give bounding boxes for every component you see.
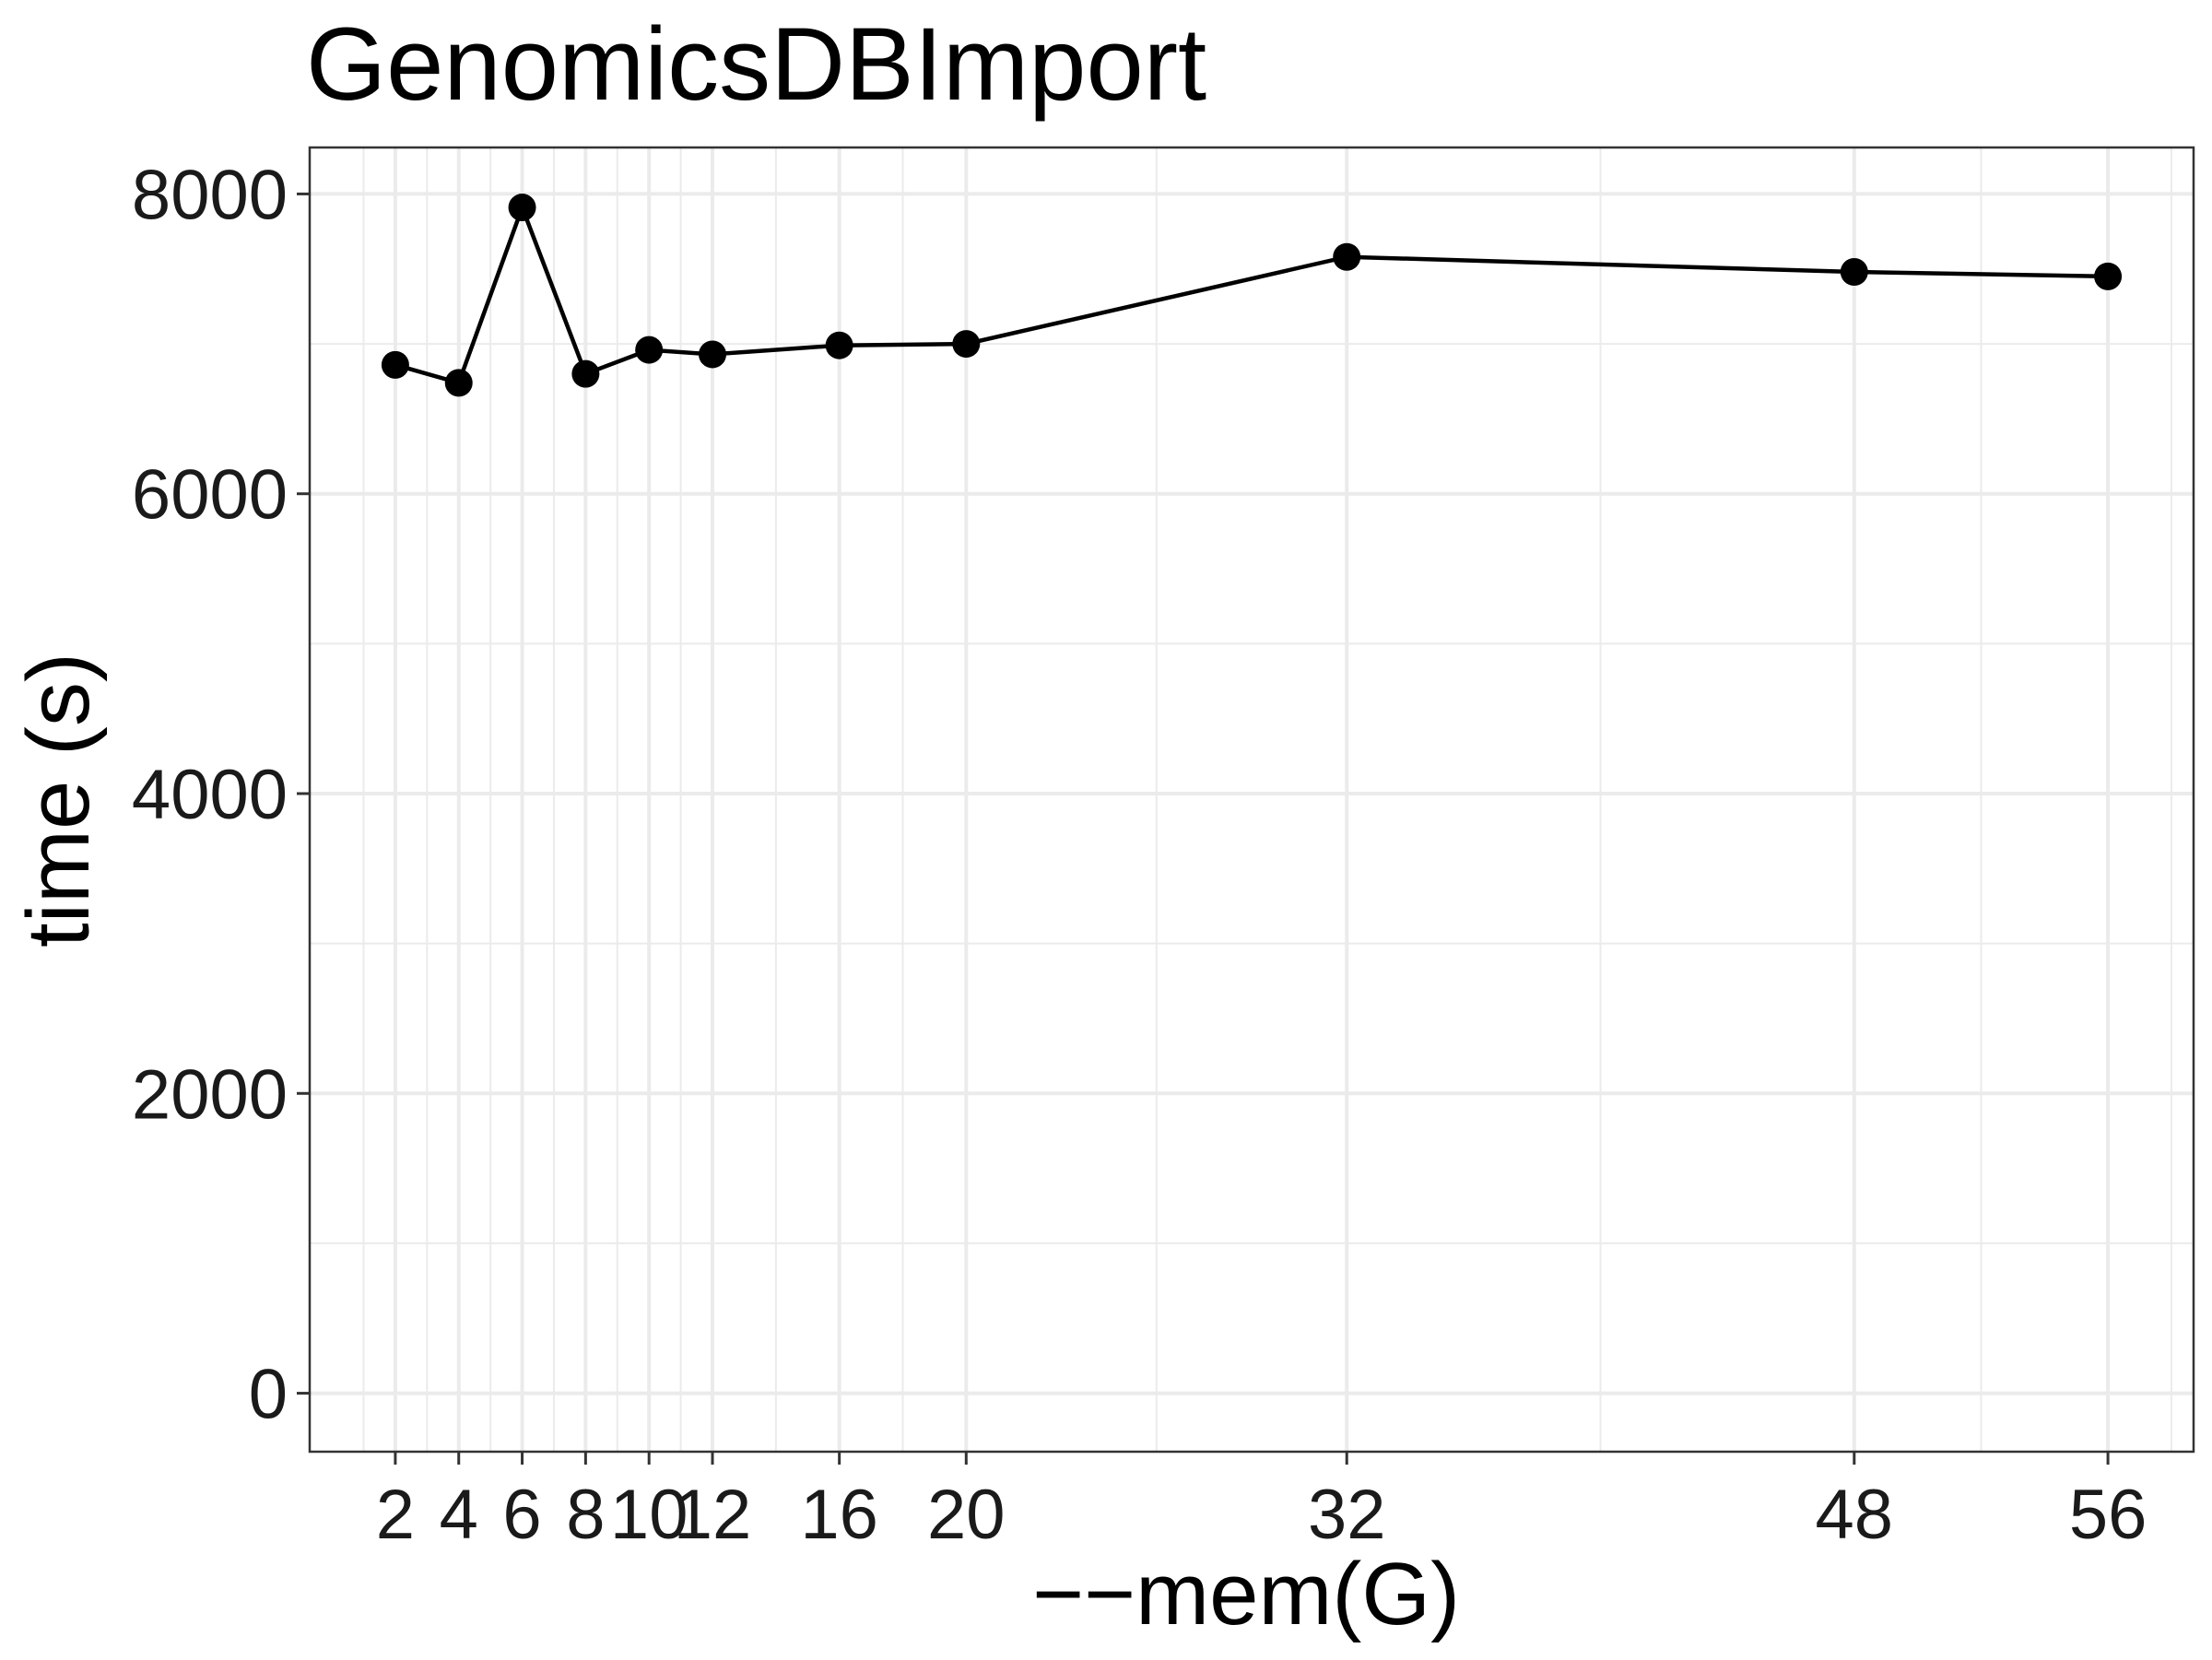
x-tick-label: 20 — [927, 1476, 1006, 1554]
data-point — [635, 336, 664, 364]
data-points — [381, 194, 2123, 397]
y-tick-label: 2000 — [132, 1055, 288, 1134]
x-axis-title: −−mem(G) — [1032, 1545, 1460, 1643]
x-tick-label: 8 — [566, 1476, 605, 1554]
data-point — [1840, 257, 1868, 286]
y-tick-label: 0 — [249, 1356, 288, 1434]
y-axis: 0 2000 4000 6000 8000 — [132, 156, 310, 1434]
y-tick-label: 6000 — [132, 456, 288, 535]
grid — [310, 147, 2194, 1452]
x-tick-label: 6 — [502, 1476, 541, 1554]
y-tick-label: 8000 — [132, 156, 288, 234]
x-tick-label: 12 — [674, 1476, 752, 1554]
data-point — [381, 350, 409, 379]
y-axis-title: time (s) — [9, 653, 108, 948]
data-point — [1333, 242, 1361, 271]
x-tick-label: 56 — [2069, 1476, 2147, 1554]
data-point — [952, 330, 981, 359]
y-tick-label: 4000 — [132, 756, 288, 834]
x-tick-label: 32 — [1308, 1476, 1386, 1554]
data-point — [2094, 262, 2123, 290]
chart-title: GenomicsDBImport — [306, 6, 1206, 122]
data-point — [571, 359, 600, 388]
data-point — [508, 194, 536, 222]
x-tick-label: 16 — [800, 1476, 878, 1554]
x-tick-label: 4 — [440, 1476, 478, 1554]
data-point — [699, 340, 727, 369]
data-point — [825, 331, 853, 359]
x-tick-label: 2 — [376, 1476, 415, 1554]
x-tick-label: 10 — [610, 1476, 688, 1554]
data-point — [444, 369, 473, 397]
plot-panel-border — [308, 146, 2195, 1454]
x-tick-label: 48 — [1816, 1476, 1894, 1554]
